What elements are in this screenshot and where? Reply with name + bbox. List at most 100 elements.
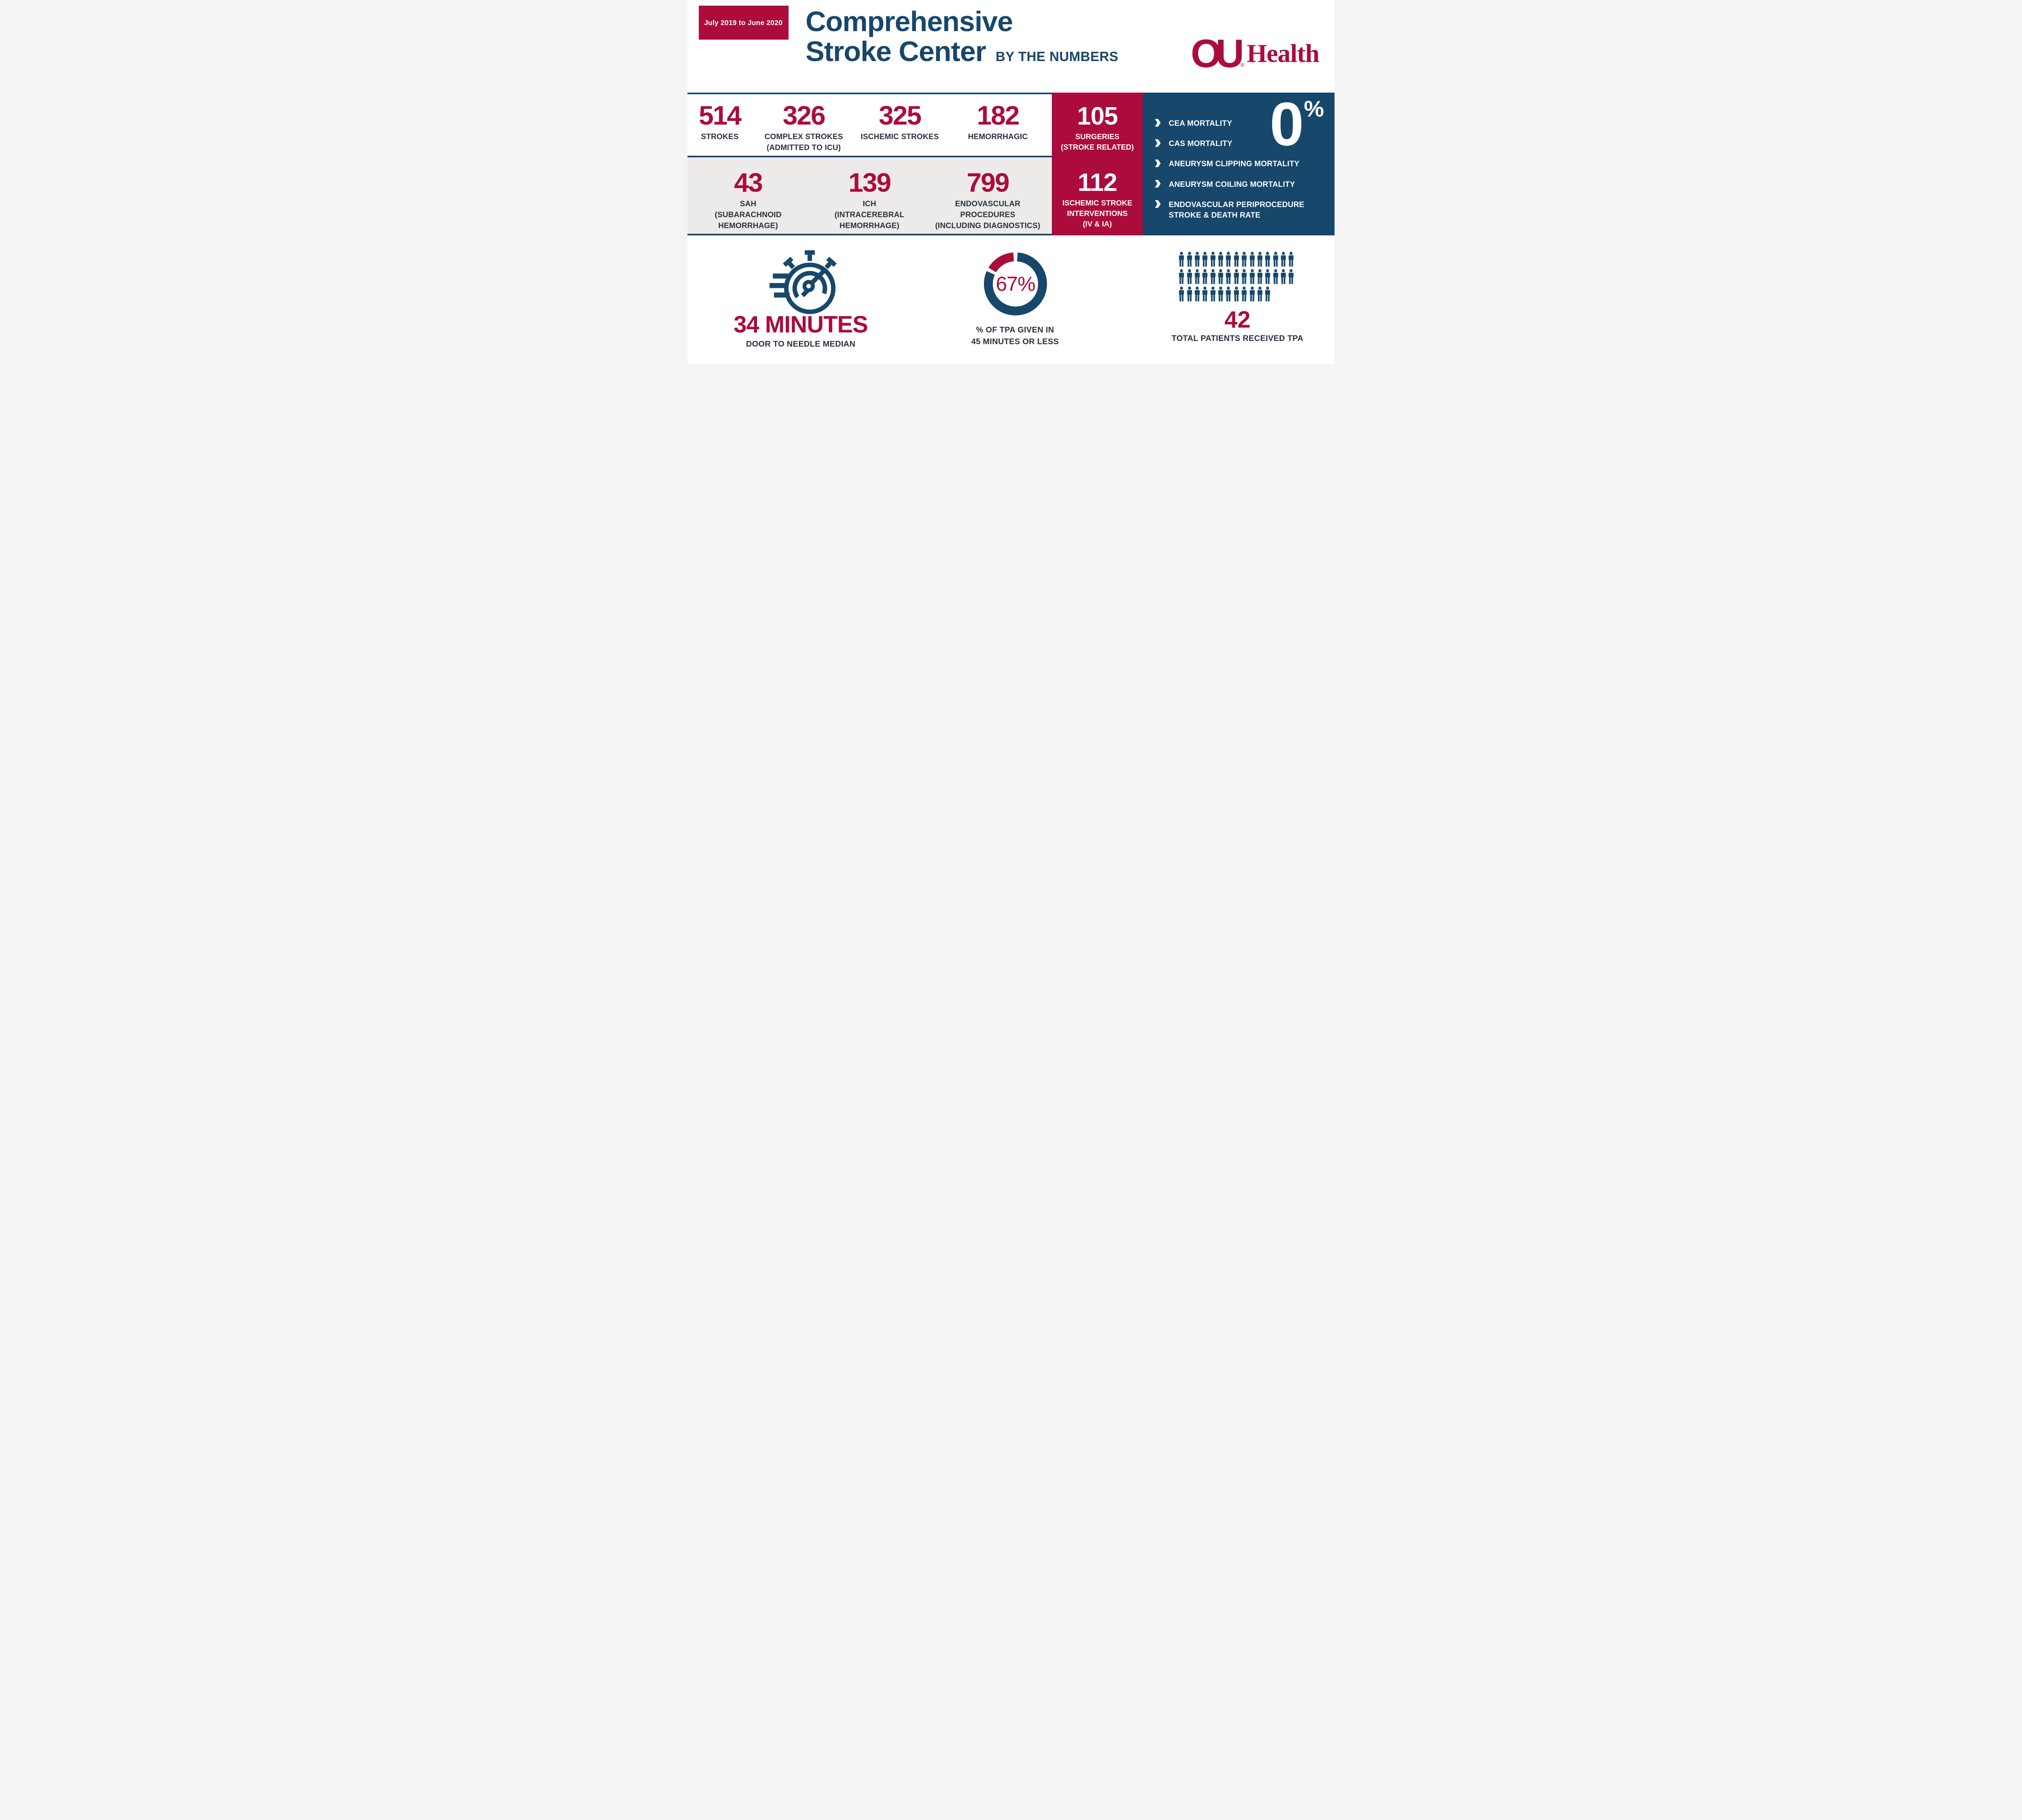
chevron-right-icon <box>1155 159 1161 167</box>
chevron-right-icon <box>1155 139 1161 147</box>
stopwatch-icon <box>769 250 837 314</box>
person-icon <box>1179 252 1184 267</box>
person-icon <box>1288 252 1294 267</box>
stat-value: 43 <box>734 167 763 197</box>
door-to-needle-label: DOOR TO NEEDLE MEDIAN <box>746 340 856 349</box>
percent-sign: % <box>1304 96 1324 121</box>
page-title: Comprehensive Stroke Center BY THE NUMBE… <box>806 6 1119 68</box>
stat-ischemic-strokes: 325 ISCHEMIC STROKES <box>855 102 944 143</box>
tpa-donut: 67% <box>984 252 1047 315</box>
person-icon <box>1218 252 1223 267</box>
stat-label: ISCHEMIC STROKE INTERVENTIONS (IV & IA) <box>1062 198 1132 228</box>
tpa-patients-value: 42 <box>1224 307 1251 333</box>
door-to-needle-group: 34 MINUTES DOOR TO NEEDLE MEDIAN <box>704 313 898 349</box>
person-icon <box>1265 286 1270 302</box>
person-icon <box>1249 269 1255 284</box>
person-icon <box>1281 269 1286 284</box>
person-icon <box>1273 252 1278 267</box>
list-item: ANEURYSM COILING MORTALITY <box>1155 180 1307 190</box>
stat-sah: 43 SAH (SUBARACHNOID HEMORRHAGE) <box>700 169 797 232</box>
list-item-label: ENDOVASCULAR PERIPROCEDURE STROKE & DEAT… <box>1169 200 1305 220</box>
stat-strokes: 514 STROKES <box>692 102 748 143</box>
person-icon <box>1273 269 1278 284</box>
stat-value: 105 <box>1077 102 1118 131</box>
person-icon <box>1210 252 1216 267</box>
title-line-1: Comprehensive <box>806 6 1013 37</box>
zero-value: 0 <box>1269 90 1304 159</box>
stat-value: 326 <box>783 100 825 130</box>
stat-complex-strokes: 326 COMPLEX STROKES (ADMITTED TO ICU) <box>756 102 851 154</box>
person-row <box>1178 269 1297 284</box>
stat-ischemic-interventions: 112 ISCHEMIC STROKE INTERVENTIONS (IV & … <box>1052 164 1143 236</box>
person-icon <box>1218 269 1223 284</box>
title-line-2: Stroke Center <box>806 36 986 68</box>
zero-percent-panel: 0 % CEA MORTALITY CAS MORTALITY ANEURYSM… <box>1143 93 1335 235</box>
list-item: CAS MORTALITY <box>1155 139 1307 149</box>
person-icon <box>1210 269 1216 284</box>
person-icon <box>1234 269 1239 284</box>
person-icon <box>1257 252 1263 267</box>
person-icon <box>1187 269 1192 284</box>
person-icon <box>1226 269 1231 284</box>
person-icon <box>1234 252 1239 267</box>
person-icon <box>1226 286 1231 302</box>
highlight-column: 105 SURGERIES (STROKE RELATED) 112 ISCHE… <box>1052 93 1143 235</box>
tpa-patients-group: 42 TOTAL PATIENTS RECEIVED TPA <box>1157 252 1318 343</box>
person-icon <box>1202 252 1208 267</box>
person-row <box>1178 286 1297 302</box>
person-icon <box>1179 269 1184 284</box>
divider-top <box>687 93 1335 94</box>
date-range-badge: July 2019 to June 2020 <box>699 6 789 40</box>
person-icon <box>1195 269 1200 284</box>
stat-value: 139 <box>848 167 891 197</box>
person-icon <box>1249 286 1255 302</box>
person-icon <box>1281 252 1286 267</box>
chevron-right-icon <box>1155 119 1161 127</box>
stat-label: HEMORRHAGIC <box>968 133 1028 141</box>
title-subtitle: BY THE NUMBERS <box>996 49 1119 64</box>
stat-label: ENDOVASCULAR PROCEDURES (INCLUDING DIAGN… <box>935 200 1041 230</box>
infographic-canvas: July 2019 to June 2020 Comprehensive Str… <box>687 0 1335 364</box>
stat-label: SURGERIES (STROKE RELATED) <box>1061 132 1134 152</box>
door-to-needle-value: 34 MINUTES <box>734 311 868 338</box>
stat-hemorrhagic: 182 HEMORRHAGIC <box>956 102 1039 143</box>
stat-label: STROKES <box>701 133 739 141</box>
ou-health-logo: OU ® Health <box>1191 34 1320 73</box>
zero-percent-figure: 0 % <box>1270 93 1324 155</box>
list-item-label: CEA MORTALITY <box>1169 119 1232 128</box>
list-item: CEA MORTALITY <box>1155 119 1307 129</box>
person-icon <box>1195 252 1200 267</box>
person-icon <box>1187 286 1192 302</box>
person-icon <box>1226 252 1231 267</box>
list-item-label: ANEURYSM CLIPPING MORTALITY <box>1169 160 1300 169</box>
person-icon <box>1210 286 1216 302</box>
person-icon <box>1242 286 1247 302</box>
person-icon <box>1249 252 1255 267</box>
date-range-text: July 2019 to June 2020 <box>704 18 783 27</box>
list-item-label: ANEURYSM COILING MORTALITY <box>1169 180 1295 189</box>
person-icon <box>1242 252 1247 267</box>
stat-label: ICH (INTRACEREBRAL HEMORRHAGE) <box>834 200 905 230</box>
logo-health-text: Health <box>1247 39 1320 68</box>
tpa-donut-value: 67% <box>996 273 1035 295</box>
list-item: ANEURYSM CLIPPING MORTALITY <box>1155 159 1307 169</box>
stat-surgeries: 105 SURGERIES (STROKE RELATED) <box>1052 93 1143 164</box>
stat-label: ISCHEMIC STROKES <box>861 133 939 141</box>
person-row <box>1178 252 1297 267</box>
tpa-donut-label: % OF TPA GIVEN IN 45 MINUTES OR LESS <box>971 326 1059 346</box>
person-icon <box>1242 269 1247 284</box>
stat-value: 325 <box>878 100 922 130</box>
divider-bottom <box>687 234 1335 235</box>
stat-value: 514 <box>698 100 742 130</box>
stat-value: 182 <box>977 100 1019 130</box>
person-icon <box>1218 286 1223 302</box>
stat-ich: 139 ICH (INTRACEREBRAL HEMORRHAGE) <box>821 169 918 232</box>
stat-label: SAH (SUBARACHNOID HEMORRHAGE) <box>715 200 782 230</box>
stat-value: 112 <box>1077 168 1117 197</box>
divider-middle <box>687 156 1335 157</box>
person-icon <box>1187 252 1192 267</box>
chevron-right-icon <box>1155 200 1161 208</box>
person-icon <box>1257 269 1263 284</box>
list-item: ENDOVASCULAR PERIPROCEDURE STROKE & DEAT… <box>1155 200 1307 221</box>
person-icon <box>1202 286 1208 302</box>
